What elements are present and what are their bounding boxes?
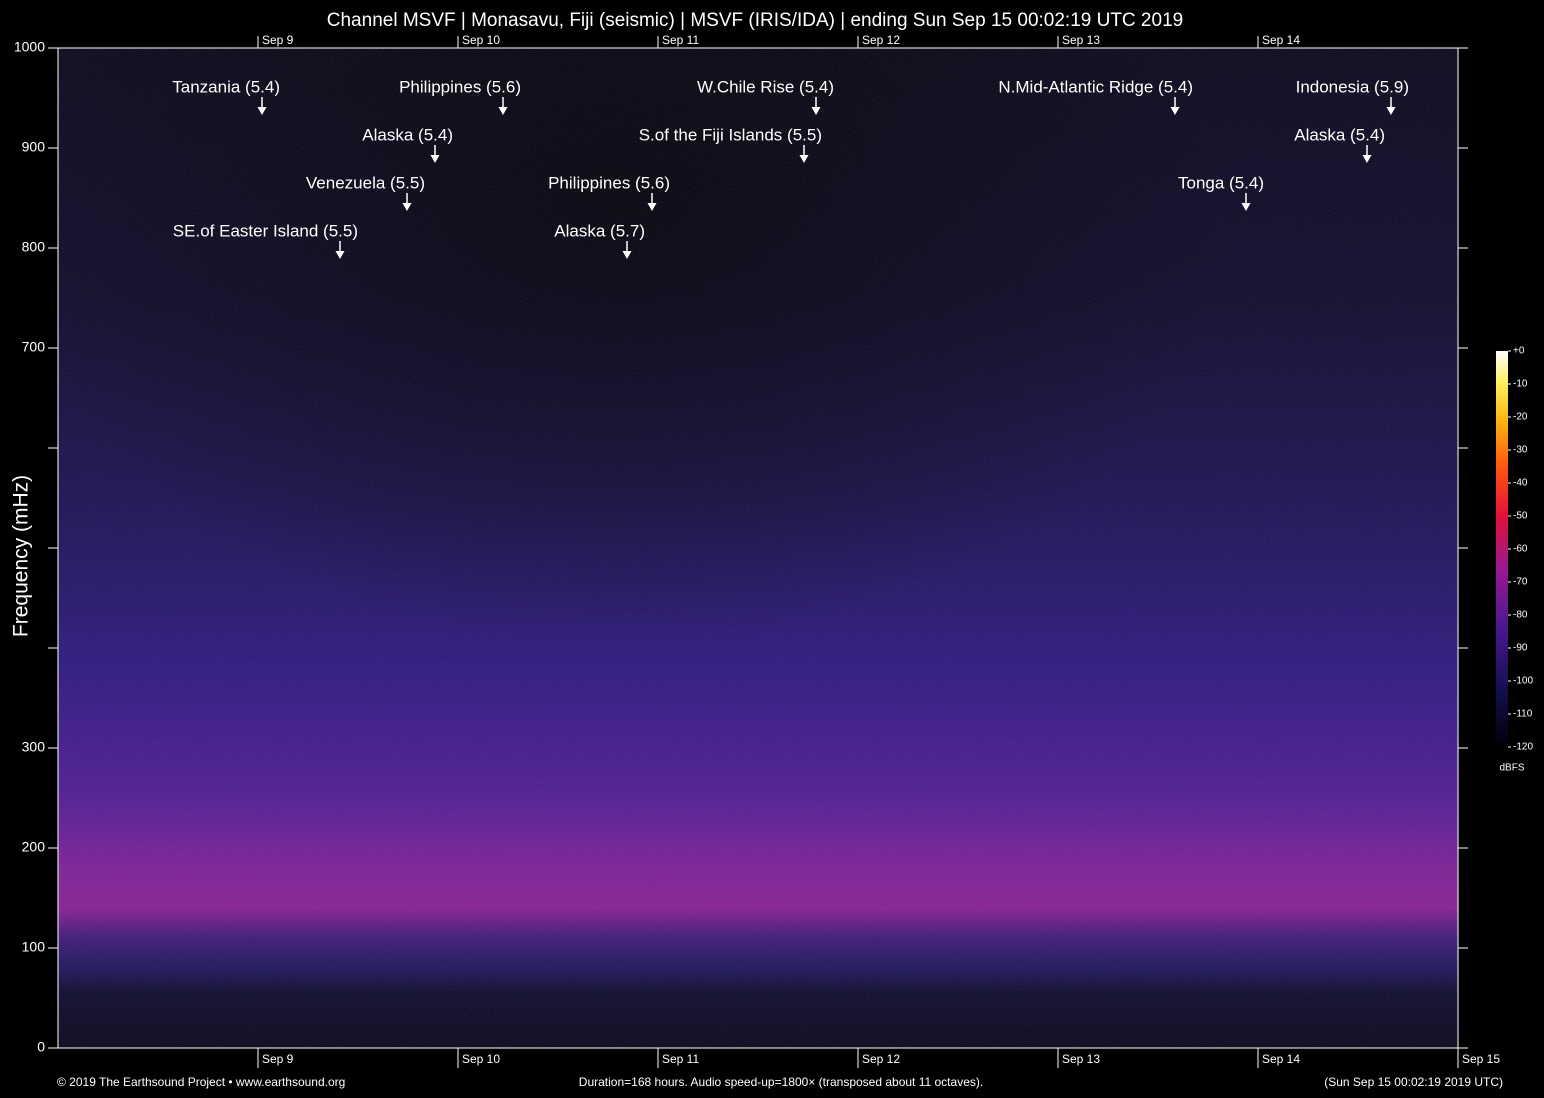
event-arrow-head [622,251,632,259]
event-arrow-head [430,155,440,163]
colorbar-tick-label: -30 [1513,445,1528,456]
event-arrow-head [402,203,412,211]
x-tick-label-top: Sep 12 [862,33,900,47]
y-tick-label: 700 [22,339,46,355]
event-arrow-head [335,251,345,259]
colorbar-tick-label: -120 [1513,742,1533,753]
event-arrow-head [799,155,809,163]
y-tick-label: 100 [22,939,46,955]
x-tick-label: Sep 14 [1262,1052,1300,1066]
colorbar-tick-label: -60 [1513,544,1528,555]
colorbar-tick-label: -80 [1513,610,1528,621]
event-arrow-head [257,107,267,115]
colorbar-tick-label: -100 [1513,676,1533,687]
x-tick-label-top: Sep 10 [462,33,500,47]
event-arrow-head [647,203,657,211]
event-arrow-head [1386,107,1396,115]
footer-left: © 2019 The Earthsound Project • www.eart… [57,1075,345,1089]
colorbar-tick-label: -10 [1513,379,1528,390]
colorbar-label: dBFS [1499,763,1524,774]
colorbar-tick-label: +0 [1513,346,1525,357]
y-tick-label: 300 [22,739,46,755]
event-label: Philippines (5.6) [548,173,670,192]
colorbar-tick-label: -110 [1513,709,1533,720]
x-tick-label: Sep 9 [262,1052,294,1066]
y-tick-label: 0 [37,1039,45,1055]
event-label: Philippines (5.6) [399,77,521,96]
event-label: W.Chile Rise (5.4) [697,77,834,96]
colorbar [1496,351,1508,747]
event-arrow-head [811,107,821,115]
event-label: S.of the Fiji Islands (5.5) [639,125,822,144]
y-tick-label: 900 [22,139,46,155]
chart-title: Channel MSVF | Monasavu, Fiji (seismic) … [327,10,1183,31]
footer-right: (Sun Sep 15 00:02:19 2019 UTC) [1324,1075,1503,1089]
x-tick-label-top: Sep 14 [1262,33,1300,47]
x-tick-label-top: Sep 11 [662,33,699,47]
event-label: Venezuela (5.5) [306,173,425,192]
colorbar-tick-label: -50 [1513,511,1528,522]
x-tick-label-top: Sep 13 [1062,33,1100,47]
colorbar-tick-label: -70 [1513,577,1528,588]
x-tick-label: Sep 15 [1462,1052,1500,1066]
y-tick-label: 800 [22,239,46,255]
event-arrow-head [1170,107,1180,115]
event-arrow-head [1362,155,1372,163]
x-tick-label: Sep 10 [462,1052,500,1066]
x-tick-label: Sep 12 [862,1052,900,1066]
event-label: Indonesia (5.9) [1296,77,1409,96]
x-tick-label-top: Sep 9 [262,33,294,47]
footer-center: Duration=168 hours. Audio speed-up=1800×… [579,1075,983,1089]
event-arrow-head [498,107,508,115]
colorbar-tick-label: -40 [1513,478,1528,489]
y-tick-label: 200 [22,839,46,855]
event-label: Alaska (5.4) [362,125,453,144]
spectrogram-image [58,48,1458,1048]
colorbar-tick-label: -20 [1513,412,1528,423]
event-label: Tanzania (5.4) [172,77,280,96]
event-label: Alaska (5.7) [554,221,645,240]
event-label: Tonga (5.4) [1178,173,1264,192]
x-tick-label: Sep 11 [662,1052,699,1066]
event-label: Alaska (5.4) [1294,125,1385,144]
y-axis-label: Frequency (mHz) [10,475,33,637]
event-label: N.Mid-Atlantic Ridge (5.4) [998,77,1193,96]
colorbar-tick-label: -90 [1513,643,1528,654]
x-tick-label: Sep 13 [1062,1052,1100,1066]
event-arrow-head [1241,203,1251,211]
y-tick-label: 1000 [14,39,45,55]
event-label: SE.of Easter Island (5.5) [173,221,358,240]
